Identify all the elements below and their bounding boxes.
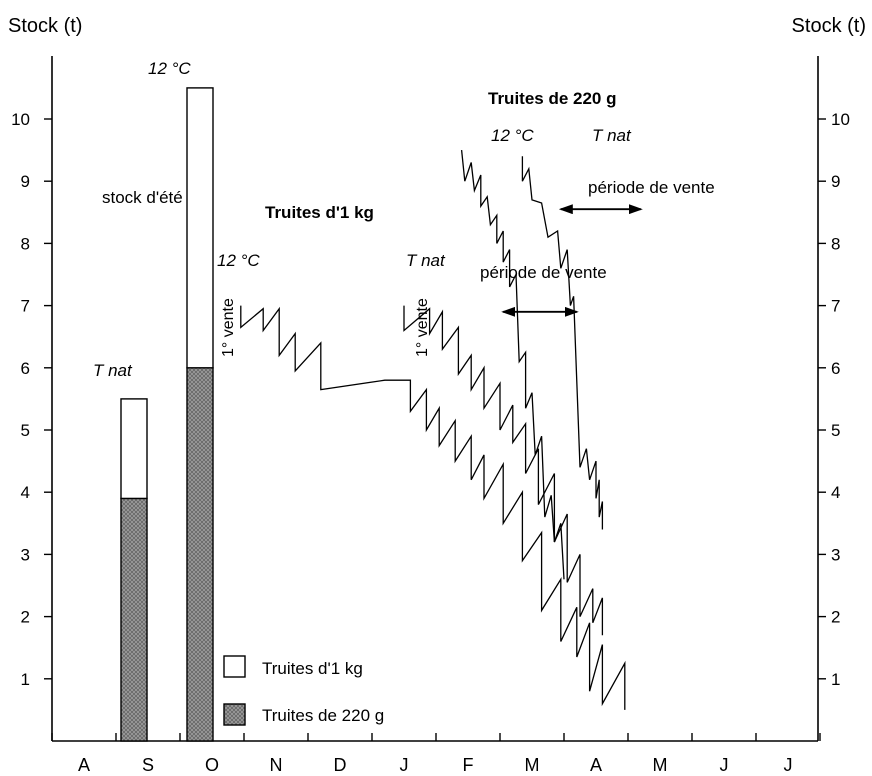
- bar-segment-1kg: [186, 87, 214, 369]
- left-axis-title: Stock (t): [8, 15, 82, 37]
- x-tick-label: J: [720, 755, 729, 775]
- x-tick-label: F: [463, 755, 474, 775]
- series-label-1kg-tnat: T nat: [406, 251, 446, 270]
- series-line-1kg-12c: [240, 305, 626, 710]
- x-tick-label: A: [78, 755, 90, 775]
- x-tick-label: M: [653, 755, 668, 775]
- y-tick-label-right: 8: [831, 234, 840, 253]
- bar-segment-1kg: [120, 398, 148, 500]
- y-tick-label-left: 7: [21, 297, 30, 316]
- first-sale-label-12c: 1° vente: [220, 298, 237, 357]
- group-title-1kg: Truites d'1 kg: [265, 203, 374, 222]
- y-tick-label-left: 8: [21, 234, 30, 253]
- y-tick-label-right: 9: [831, 172, 840, 191]
- y-tick-label-left: 1: [21, 670, 30, 689]
- series-line-220g-12c: [460, 150, 565, 580]
- y-tick-label-right: 4: [831, 483, 840, 502]
- y-tick-label-right: 2: [831, 608, 840, 627]
- y-tick-label-left: 2: [21, 608, 30, 627]
- y-tick-label-right: 5: [831, 421, 840, 440]
- y-tick-label-left: 5: [21, 421, 30, 440]
- series-label-220g-12c: 12 °C: [491, 126, 534, 145]
- series-label-220g-tnat: T nat: [592, 126, 632, 145]
- bar-segment-220g: [120, 497, 148, 742]
- y-tick-label-right: 7: [831, 297, 840, 316]
- sales-period-label-1kg: période de vente: [480, 263, 607, 282]
- bar-label-tnat: T nat: [93, 361, 133, 380]
- group-title-220g: Truites de 220 g: [488, 89, 617, 108]
- y-tick-label-left: 6: [21, 359, 30, 378]
- y-tick-label-right: 10: [831, 110, 850, 129]
- y-tick-label-left: 10: [11, 110, 30, 129]
- bar-segment-220g: [186, 367, 214, 742]
- legend-label-220g: Truites de 220 g: [262, 706, 384, 725]
- series-line-1kg-tnat: [403, 305, 604, 636]
- x-tick-label: A: [590, 755, 602, 775]
- right-axis-title: Stock (t): [792, 15, 866, 37]
- y-tick-label-right: 1: [831, 670, 840, 689]
- legend-label-1kg: Truites d'1 kg: [262, 659, 363, 678]
- x-tick-label: N: [270, 755, 283, 775]
- first-sale-label-tnat: 1° vente: [414, 298, 431, 357]
- y-tick-label-right: 3: [831, 545, 840, 564]
- x-tick-label: D: [334, 755, 347, 775]
- series-line-220g-tnat: [521, 156, 604, 530]
- bar-label-12c: 12 °C: [148, 59, 191, 78]
- y-tick-label-left: 4: [21, 483, 30, 502]
- x-tick-label: O: [205, 755, 219, 775]
- y-tick-label-left: 9: [21, 172, 30, 191]
- x-tick-label: J: [784, 755, 793, 775]
- sales-period-label-220g: période de vente: [588, 178, 715, 197]
- x-tick-label: S: [142, 755, 154, 775]
- bar-inner-label: stock d'été: [102, 188, 183, 207]
- x-tick-label: J: [400, 755, 409, 775]
- legend-swatch-1kg: [223, 655, 246, 678]
- series-label-1kg-12c: 12 °C: [217, 251, 260, 270]
- legend-swatch-220g: [223, 703, 246, 726]
- y-tick-label-left: 3: [21, 545, 30, 564]
- y-tick-label-right: 6: [831, 359, 840, 378]
- x-tick-label: M: [525, 755, 540, 775]
